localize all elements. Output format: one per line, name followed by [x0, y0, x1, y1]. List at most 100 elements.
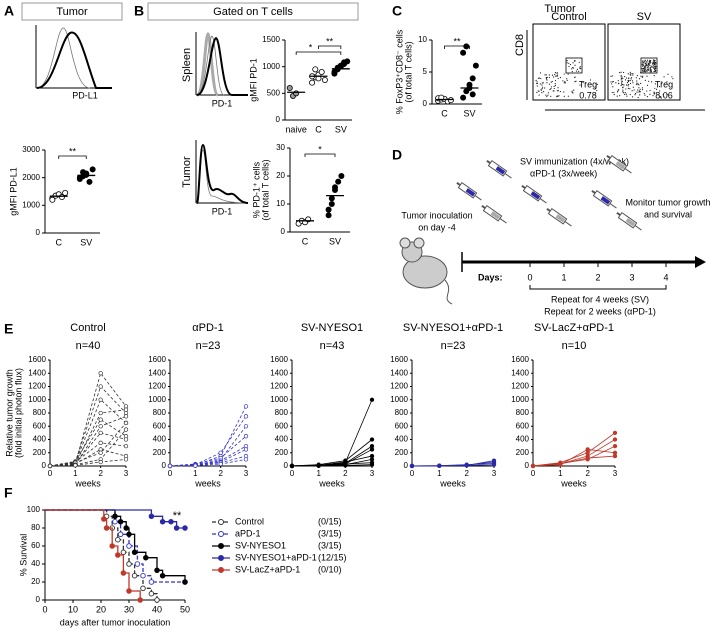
schedule-text: Monitor tumor growth — [625, 197, 710, 207]
x-tick-label: SV — [463, 108, 475, 118]
gate-percent: 0.78 — [579, 90, 597, 100]
data-point — [293, 90, 300, 97]
cell-event — [628, 79, 630, 81]
histogram-curve — [196, 149, 249, 204]
y-tick-label: 600 — [275, 421, 289, 430]
x-tick-label: 0 — [290, 469, 295, 478]
syringe-part — [600, 196, 611, 205]
growth-line — [169, 406, 247, 467]
growth-point — [98, 384, 103, 389]
growth-point — [123, 414, 129, 419]
survival-point — [131, 572, 138, 579]
histogram-xlabel: PD-1 — [212, 98, 233, 108]
cell-event — [545, 77, 547, 79]
growth-point — [409, 463, 415, 469]
growth-point — [343, 463, 348, 468]
cell-event — [566, 60, 568, 62]
cell-event — [610, 75, 612, 77]
syringe — [591, 189, 617, 209]
cell-event — [568, 62, 570, 64]
growth-point — [369, 447, 375, 452]
x-tick-label: 3 — [244, 469, 249, 478]
cell-event — [620, 82, 623, 84]
schedule-text: SV immunization (4x/week) — [520, 156, 629, 166]
cell-event — [643, 61, 645, 63]
growth-line — [169, 455, 247, 467]
survival-point — [154, 597, 160, 603]
cell-event — [537, 90, 539, 92]
cell-event — [574, 76, 576, 79]
growth-point — [612, 430, 618, 436]
x-tick-label: SV — [335, 124, 347, 134]
cell-event — [648, 69, 650, 71]
day-label: 0 — [527, 272, 532, 282]
growth-point — [464, 463, 469, 468]
header-box — [21, 2, 123, 21]
growth-point — [369, 437, 375, 442]
cell-event — [557, 90, 559, 92]
growth-line — [532, 455, 616, 467]
data-point — [341, 59, 348, 66]
cell-event — [535, 79, 537, 82]
growth-line — [49, 458, 127, 467]
cell-event — [630, 78, 632, 80]
y-tick-label: 0 — [284, 461, 289, 470]
cell-event — [546, 82, 548, 84]
y-tick-label: 1400 — [270, 368, 288, 377]
growth-point — [585, 455, 590, 461]
cell-event — [626, 82, 629, 84]
timeline-arrowhead — [695, 256, 706, 268]
chart-title: Control — [70, 322, 105, 334]
data-point — [338, 172, 345, 179]
growth-line — [169, 458, 247, 467]
cell-event — [546, 76, 548, 78]
repeat-bracket — [529, 285, 667, 290]
cell-event — [666, 81, 668, 83]
y-tick-label: 1000 — [28, 395, 46, 404]
cell-event — [644, 70, 646, 72]
gate — [640, 57, 658, 74]
cell-event — [579, 84, 581, 86]
y-axis-label: (fold initial photon flux) — [13, 368, 23, 458]
significance-label: ** — [69, 146, 77, 156]
histogram-curve — [36, 31, 112, 89]
y-tick-label: 200 — [395, 448, 409, 457]
cell-event — [554, 73, 556, 76]
y-tick-label: 1600 — [390, 355, 408, 364]
cell-event — [622, 89, 624, 91]
y-tick-label: 60 — [31, 541, 40, 550]
y-tick-label: 200 — [516, 448, 530, 457]
survival-point — [148, 579, 155, 585]
growth-point — [437, 463, 442, 469]
cell-event — [636, 74, 639, 77]
cell-event — [621, 76, 623, 78]
syringe-part — [521, 185, 526, 189]
growth-line — [169, 449, 247, 467]
cell-event — [653, 93, 655, 95]
cell-event — [550, 81, 552, 83]
data-point — [328, 195, 335, 202]
cell-event — [536, 85, 538, 87]
cell-event — [632, 74, 634, 76]
chart-subtitle: n=40 — [76, 340, 101, 352]
gate — [565, 57, 583, 74]
legend-count: (0/10) — [318, 564, 342, 574]
cell-event — [642, 71, 644, 73]
cell-event — [571, 70, 573, 73]
y-tick-label: 1200 — [28, 382, 46, 391]
flow-title: SV — [637, 11, 652, 23]
row-label: Tumor — [181, 156, 193, 188]
cell-event — [541, 92, 543, 94]
y-tick-label: 0 — [423, 99, 428, 108]
y-tick-label: 400 — [33, 435, 47, 444]
growth-line — [49, 432, 127, 467]
cell-event — [566, 78, 568, 80]
y-tick-label: 1600 — [148, 355, 166, 364]
schedule-text: on day -4 — [418, 222, 456, 232]
growth-point — [243, 434, 249, 439]
gate-percent: 8.06 — [655, 90, 673, 100]
cell-event — [563, 91, 565, 93]
cell-event — [620, 74, 622, 77]
cell-event — [555, 75, 557, 77]
